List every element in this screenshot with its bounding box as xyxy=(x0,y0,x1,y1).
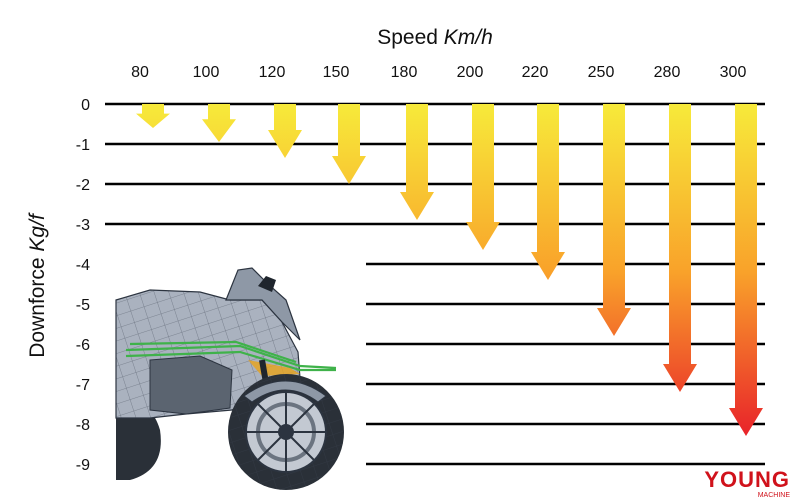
logo-subtext: MACHINE xyxy=(758,492,791,499)
downforce-arrow-300 xyxy=(729,104,763,436)
engine xyxy=(149,355,233,415)
airflow-lines xyxy=(125,340,337,372)
downforce-arrow-100 xyxy=(202,104,236,142)
y-tick-label: 0 xyxy=(81,97,90,114)
x-tick-label: 180 xyxy=(391,64,418,81)
y-tick-label: -6 xyxy=(76,337,90,354)
motorcycle-image xyxy=(115,262,366,494)
x-tick-label: 280 xyxy=(654,64,681,81)
x-tick-labels: 80 100 120 150 180 200 220 250 280 300 xyxy=(131,64,746,81)
x-tick-label: 100 xyxy=(193,64,220,81)
y-tick-label: -7 xyxy=(76,377,90,394)
windscreen xyxy=(225,267,301,341)
y-tick-label: -9 xyxy=(76,457,90,474)
x-tick-label: 80 xyxy=(131,64,149,81)
x-tick-label: 220 xyxy=(522,64,549,81)
y-tick-label: -8 xyxy=(76,417,90,434)
y-tick-label: -1 xyxy=(76,137,90,154)
front-fender xyxy=(243,380,327,403)
y-axis-title: Downforce Kg/f xyxy=(26,212,49,358)
x-tick-label: 250 xyxy=(588,64,615,81)
downforce-arrow-180 xyxy=(400,104,434,220)
wheel-spokes xyxy=(246,392,326,472)
y-tick-label: -5 xyxy=(76,297,90,314)
rear-wheel xyxy=(116,399,161,480)
y-tick-label: -2 xyxy=(76,177,90,194)
y-axis-title-prefix: Downforce xyxy=(26,252,49,358)
x-axis-title-prefix: Speed xyxy=(377,26,444,49)
publisher-logo: YOUNG MACHINE xyxy=(704,467,790,499)
x-tick-label: 300 xyxy=(720,64,747,81)
x-axis-title-unit: Km/h xyxy=(444,26,493,49)
downforce-arrow-200 xyxy=(466,104,500,250)
downforce-arrow-80 xyxy=(136,104,170,128)
logo-text: YOUNG xyxy=(704,467,790,492)
x-tick-label: 200 xyxy=(457,64,484,81)
downforce-arrow-150 xyxy=(332,104,366,184)
x-tick-label: 150 xyxy=(323,64,350,81)
y-tick-label: -4 xyxy=(76,257,90,274)
y-axis-title-unit: Kg/f xyxy=(26,212,49,252)
downforce-arrow-120 xyxy=(268,104,302,158)
grid-lines xyxy=(105,102,765,466)
mirror xyxy=(258,276,276,292)
downforce-arrow-250 xyxy=(597,104,631,336)
downforce-arrows xyxy=(136,104,763,436)
y-tick-label: -3 xyxy=(76,217,90,234)
downforce-arrow-280 xyxy=(663,104,697,392)
y-tick-labels: 0 -1 -2 -3 -4 -5 -6 -7 -8 -9 xyxy=(76,97,90,474)
x-tick-label: 120 xyxy=(259,64,286,81)
x-axis-title: Speed Km/h xyxy=(377,26,493,49)
downforce-arrow-220 xyxy=(531,104,565,280)
